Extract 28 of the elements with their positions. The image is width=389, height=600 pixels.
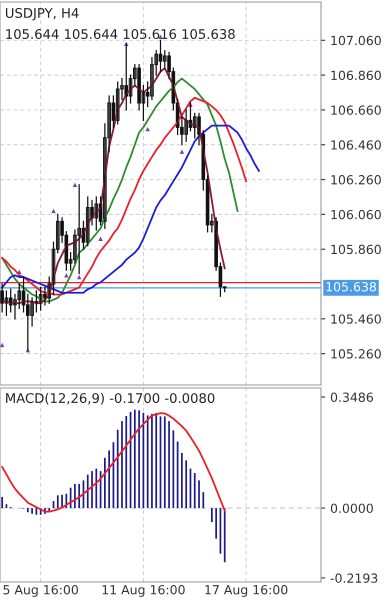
y-tick-label: -0.2193 — [330, 573, 378, 583]
y-tick-label: 0.0000 — [330, 504, 373, 514]
text: 105.644 105.644 105.616 105.638 — [6, 29, 235, 40]
point — [76, 274, 82, 280]
y-tick-label: 105.260 — [331, 349, 381, 359]
annotation: MACD(12,26,9) -0.1700 -0.0080 — [6, 392, 214, 405]
y-tick-label: 105.460 — [331, 314, 381, 324]
point — [64, 273, 69, 278]
y-tick-label: 106.260 — [331, 175, 381, 184]
y-tick-label: 0.3486 — [330, 392, 373, 402]
point — [0, 342, 4, 348]
y-tick-label: 105.860 — [331, 244, 381, 254]
x-tick-label: 5 Aug 16:00 — [3, 585, 78, 597]
ref-line-label: 105.638 — [326, 282, 376, 292]
y-tick-label: 106.060 — [331, 210, 381, 220]
point — [180, 150, 184, 154]
point — [145, 126, 150, 132]
y-tick-label: 106.660 — [331, 105, 381, 115]
point — [51, 208, 56, 214]
point — [98, 236, 103, 241]
chart-title: USDJPY, H4 — [6, 8, 79, 20]
x-tick-label: 11 Aug 16:00 — [102, 585, 185, 597]
x-tick-label: 17 Aug 16:00 — [205, 585, 288, 597]
y-tick-label: 107.060 — [331, 36, 381, 46]
y-tick-label: 106.460 — [331, 140, 381, 150]
y-tick-label: 106.860 — [331, 70, 381, 80]
line-series — [1, 412, 226, 513]
point — [72, 182, 78, 187]
